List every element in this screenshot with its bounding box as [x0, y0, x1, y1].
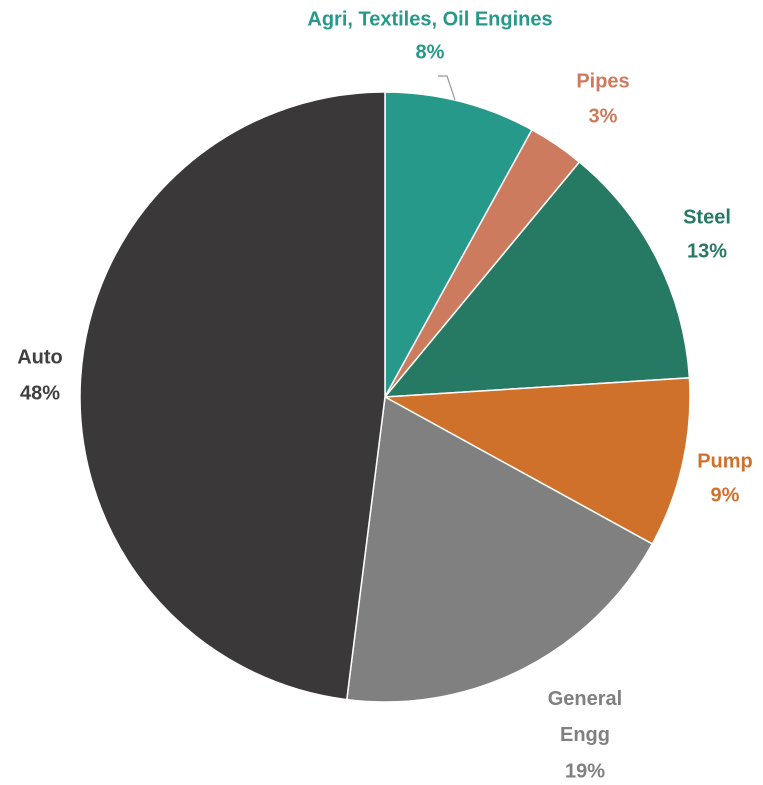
category-label: Pump: [697, 450, 753, 472]
pie-slice: [345, 395, 654, 703]
value-label: 13%: [687, 240, 727, 262]
label-line: General: [548, 688, 622, 710]
value-label: 9%: [711, 484, 740, 506]
category-label: Auto: [17, 346, 63, 368]
category-label: General Engg: [548, 688, 622, 746]
category-label: Steel: [683, 206, 731, 228]
category-label: Agri, Textiles, Oil Engines: [307, 8, 552, 30]
leader-line: [438, 75, 456, 101]
value-label: 8%: [416, 41, 445, 63]
category-label: Pipes: [576, 70, 629, 92]
pie-slice: [382, 377, 691, 545]
value-label: 19%: [565, 760, 605, 782]
pie-slice: [384, 91, 533, 398]
label-line: Engg: [560, 724, 610, 746]
pie-slice: [79, 91, 386, 701]
value-label: 48%: [20, 382, 60, 404]
value-label: 3%: [589, 105, 618, 127]
pie-slice: [383, 160, 691, 398]
